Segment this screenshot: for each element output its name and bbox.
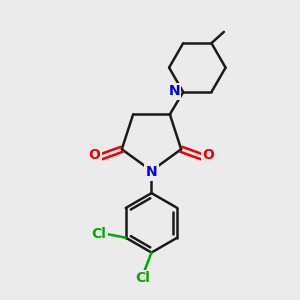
Text: N: N [169,85,180,98]
Text: Cl: Cl [92,226,106,241]
Text: N: N [146,165,157,179]
Text: O: O [88,148,100,162]
Text: O: O [203,148,214,162]
Text: Cl: Cl [135,272,150,285]
